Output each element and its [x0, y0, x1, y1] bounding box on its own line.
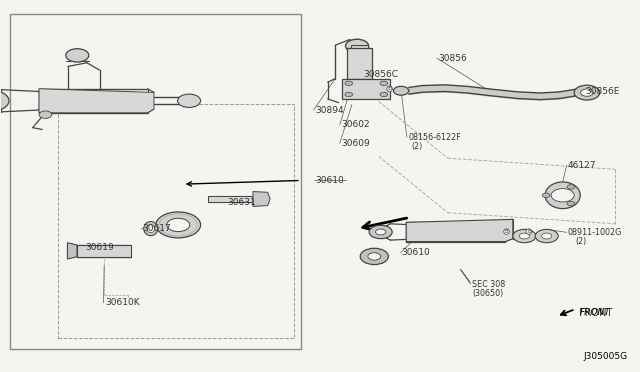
Circle shape	[542, 193, 550, 198]
Text: 46127: 46127	[568, 161, 596, 170]
Circle shape	[177, 94, 200, 108]
Circle shape	[394, 86, 409, 95]
Ellipse shape	[147, 225, 155, 233]
Text: 30856C: 30856C	[364, 70, 399, 79]
Circle shape	[0, 90, 9, 111]
Bar	[348, 48, 372, 78]
Polygon shape	[253, 192, 270, 206]
Circle shape	[360, 248, 388, 264]
Text: 30856E: 30856E	[585, 87, 620, 96]
Polygon shape	[208, 196, 253, 202]
Text: B: B	[387, 86, 392, 92]
Polygon shape	[39, 89, 154, 113]
Polygon shape	[77, 245, 131, 257]
Circle shape	[535, 230, 558, 243]
Circle shape	[380, 81, 388, 86]
Text: 30609: 30609	[341, 139, 370, 148]
Text: 30610K: 30610K	[105, 298, 140, 307]
Circle shape	[167, 218, 189, 232]
Text: 30894: 30894	[315, 106, 344, 115]
Text: 30856: 30856	[438, 54, 467, 62]
Circle shape	[368, 253, 381, 260]
Text: FRONT: FRONT	[579, 308, 610, 317]
Text: (2): (2)	[575, 237, 587, 246]
Circle shape	[519, 233, 529, 239]
Text: 30602: 30602	[341, 121, 370, 129]
Text: 08911-1002G: 08911-1002G	[568, 228, 622, 237]
Text: 30631: 30631	[227, 198, 256, 207]
Circle shape	[567, 201, 575, 206]
Text: 08156-6122F: 08156-6122F	[408, 132, 461, 142]
Text: FRONT: FRONT	[579, 308, 612, 318]
Circle shape	[376, 229, 386, 235]
Text: J305005G: J305005G	[584, 352, 628, 361]
Text: 30619: 30619	[85, 243, 114, 251]
Circle shape	[574, 85, 600, 100]
Text: 30610: 30610	[402, 248, 431, 257]
Text: 30610: 30610	[316, 176, 344, 185]
Circle shape	[567, 185, 575, 189]
Text: 30617: 30617	[143, 224, 172, 233]
Circle shape	[345, 81, 353, 86]
Polygon shape	[406, 219, 513, 241]
Bar	[351, 45, 368, 48]
Circle shape	[369, 225, 392, 238]
Polygon shape	[67, 243, 77, 259]
Text: (30650): (30650)	[472, 289, 503, 298]
Circle shape	[346, 39, 369, 52]
Text: B: B	[505, 229, 508, 234]
Bar	[10, 14, 301, 349]
Text: B: B	[527, 229, 531, 234]
Bar	[342, 79, 390, 99]
Circle shape	[156, 212, 200, 238]
Circle shape	[380, 92, 388, 97]
Circle shape	[513, 230, 536, 243]
Text: (2): (2)	[412, 142, 422, 151]
Text: SEC 308: SEC 308	[472, 280, 505, 289]
Circle shape	[551, 189, 574, 202]
Ellipse shape	[545, 182, 580, 209]
Bar	[58, 105, 294, 338]
Circle shape	[541, 233, 552, 239]
Circle shape	[39, 111, 52, 118]
Circle shape	[580, 89, 593, 96]
Circle shape	[345, 92, 353, 97]
Ellipse shape	[144, 222, 158, 235]
Circle shape	[66, 49, 89, 62]
